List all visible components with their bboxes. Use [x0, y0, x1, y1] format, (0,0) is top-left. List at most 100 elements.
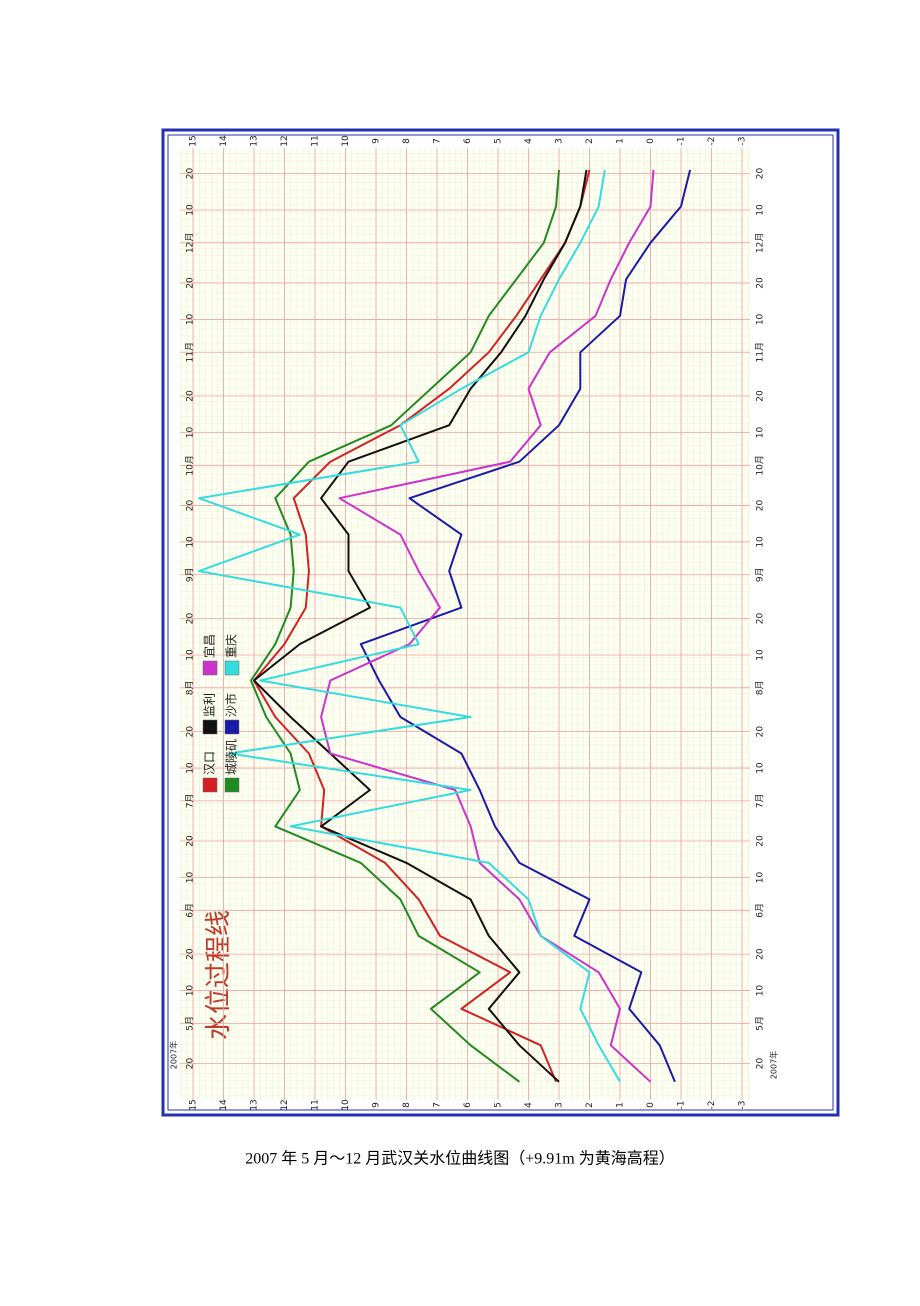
series-line — [359, 169, 692, 1083]
date-tick-label: 10 — [756, 427, 766, 439]
legend-label: 汉口 — [203, 751, 217, 775]
date-tick-label: 20 — [756, 1058, 766, 1070]
caption: 2007 年 5 月～12 月武汉关水位曲线图（+9.91m 为黄海高程） — [245, 1150, 674, 1168]
date-tick-label: 10 — [756, 762, 766, 774]
date-tick-label: 20 — [186, 1058, 196, 1070]
date-tick-label: 20 — [756, 168, 766, 180]
value-tick-label: 12 — [280, 1099, 290, 1110]
date-tick-label: 9月 — [185, 567, 196, 582]
series-line — [250, 169, 560, 1083]
date-tick-label: 10 — [756, 985, 766, 997]
year-label: 2007年 — [169, 1041, 179, 1069]
date-tick-label: 10 — [186, 649, 196, 661]
legend-label: 沙市 — [224, 693, 239, 717]
series-line — [320, 169, 655, 1083]
value-tick-label: -2 — [707, 1101, 717, 1110]
value-tick-label: 8 — [402, 138, 412, 144]
date-tick-label: 10 — [756, 204, 766, 216]
value-tick-label: 9 — [372, 138, 382, 144]
date-tick-label: 8月 — [185, 680, 196, 695]
date-tick-label: 20 — [186, 390, 196, 402]
legend-label: 宜昌 — [202, 634, 217, 658]
legend-swatch — [202, 719, 218, 735]
value-tick-label: 5 — [494, 1102, 504, 1108]
date-tick-label: 10 — [186, 204, 196, 216]
value-tick-label: 9 — [372, 1102, 382, 1108]
date-tick-label: 7月 — [185, 794, 196, 809]
chart: -3-3-2-2-1-10011223344556677889910101111… — [169, 135, 779, 1111]
series-line — [253, 169, 588, 1083]
date-tick-label: 20 — [756, 835, 766, 847]
date-tick-label: 7月 — [755, 794, 766, 809]
value-tick-label: 4 — [524, 138, 534, 144]
value-tick-label: 4 — [524, 1102, 534, 1108]
date-tick-label: 8月 — [755, 680, 766, 695]
date-tick-label: 20 — [756, 726, 766, 738]
chart-title: 水位过程线 — [204, 910, 234, 1040]
value-tick-label: 2 — [585, 138, 595, 144]
value-tick-label: 11 — [311, 1099, 321, 1110]
date-tick-label: 11月 — [185, 342, 196, 362]
value-tick-label: 5 — [494, 138, 504, 144]
date-tick-label: 20 — [186, 948, 196, 960]
date-tick-label: 10 — [186, 313, 196, 325]
date-tick-label: 6月 — [185, 903, 196, 918]
date-tick-label: 20 — [186, 613, 196, 625]
series-line — [253, 169, 591, 1083]
legend-swatch — [202, 777, 218, 793]
value-tick-label: 13 — [250, 1099, 260, 1110]
value-tick-label: 1 — [616, 1102, 626, 1108]
value-tick-label: 7 — [433, 138, 443, 144]
value-tick-label: 10 — [341, 1099, 351, 1111]
value-tick-label: 15 — [189, 135, 199, 146]
value-tick-label: -3 — [738, 137, 748, 146]
date-tick-label: 10 — [756, 536, 766, 548]
date-tick-label: 20 — [186, 726, 196, 738]
date-tick-label: 6月 — [755, 903, 766, 918]
date-tick-label: 10 — [186, 985, 196, 997]
value-tick-label: -2 — [707, 137, 717, 146]
legend-label: 城陵矶 — [225, 739, 239, 775]
value-tick-label: 0 — [646, 1102, 656, 1108]
date-tick-label: 20 — [186, 168, 196, 180]
date-tick-label: 10 — [186, 536, 196, 548]
year-label: 2007年 — [769, 1051, 779, 1079]
value-tick-label: 6 — [463, 138, 473, 144]
value-tick-label: 12 — [280, 135, 290, 146]
date-tick-label: 12月 — [755, 233, 766, 253]
value-tick-label: 2 — [585, 1102, 595, 1108]
minor-grid — [180, 148, 750, 1100]
date-tick-label: 9月 — [755, 567, 766, 582]
date-tick-label: 5月 — [755, 1016, 766, 1031]
legend-label: 监利 — [203, 693, 217, 717]
value-tick-label: 15 — [189, 1099, 199, 1110]
value-tick-label: 8 — [402, 1102, 412, 1108]
date-tick-label: 20 — [756, 948, 766, 960]
date-tick-label: 20 — [186, 835, 196, 847]
date-tick-label: 5月 — [185, 1016, 196, 1031]
date-tick-label: 10 — [756, 313, 766, 325]
date-tick-label: 11月 — [755, 342, 766, 362]
value-tick-label: 6 — [463, 1102, 473, 1108]
legend-swatch — [224, 719, 240, 735]
date-tick-label: 10 — [186, 427, 196, 439]
chart-frame-inner — [167, 134, 834, 1111]
legend-swatch — [202, 660, 218, 676]
series-line — [198, 169, 621, 1083]
date-tick-label: 10 — [756, 872, 766, 884]
date-tick-label: 20 — [756, 499, 766, 511]
value-tick-label: -1 — [677, 1101, 687, 1110]
value-tick-label: 13 — [250, 135, 260, 146]
legend-swatch — [224, 660, 240, 676]
value-tick-label: 7 — [433, 1102, 443, 1108]
value-tick-label: 14 — [219, 1099, 229, 1111]
value-tick-label: -3 — [738, 1101, 748, 1110]
date-tick-label: 12月 — [185, 233, 196, 253]
date-tick-label: 10月 — [185, 455, 196, 475]
date-tick-label: 10月 — [755, 455, 766, 475]
date-tick-label: 20 — [756, 390, 766, 402]
date-tick-label: 20 — [756, 277, 766, 289]
value-tick-label: 11 — [311, 135, 321, 146]
